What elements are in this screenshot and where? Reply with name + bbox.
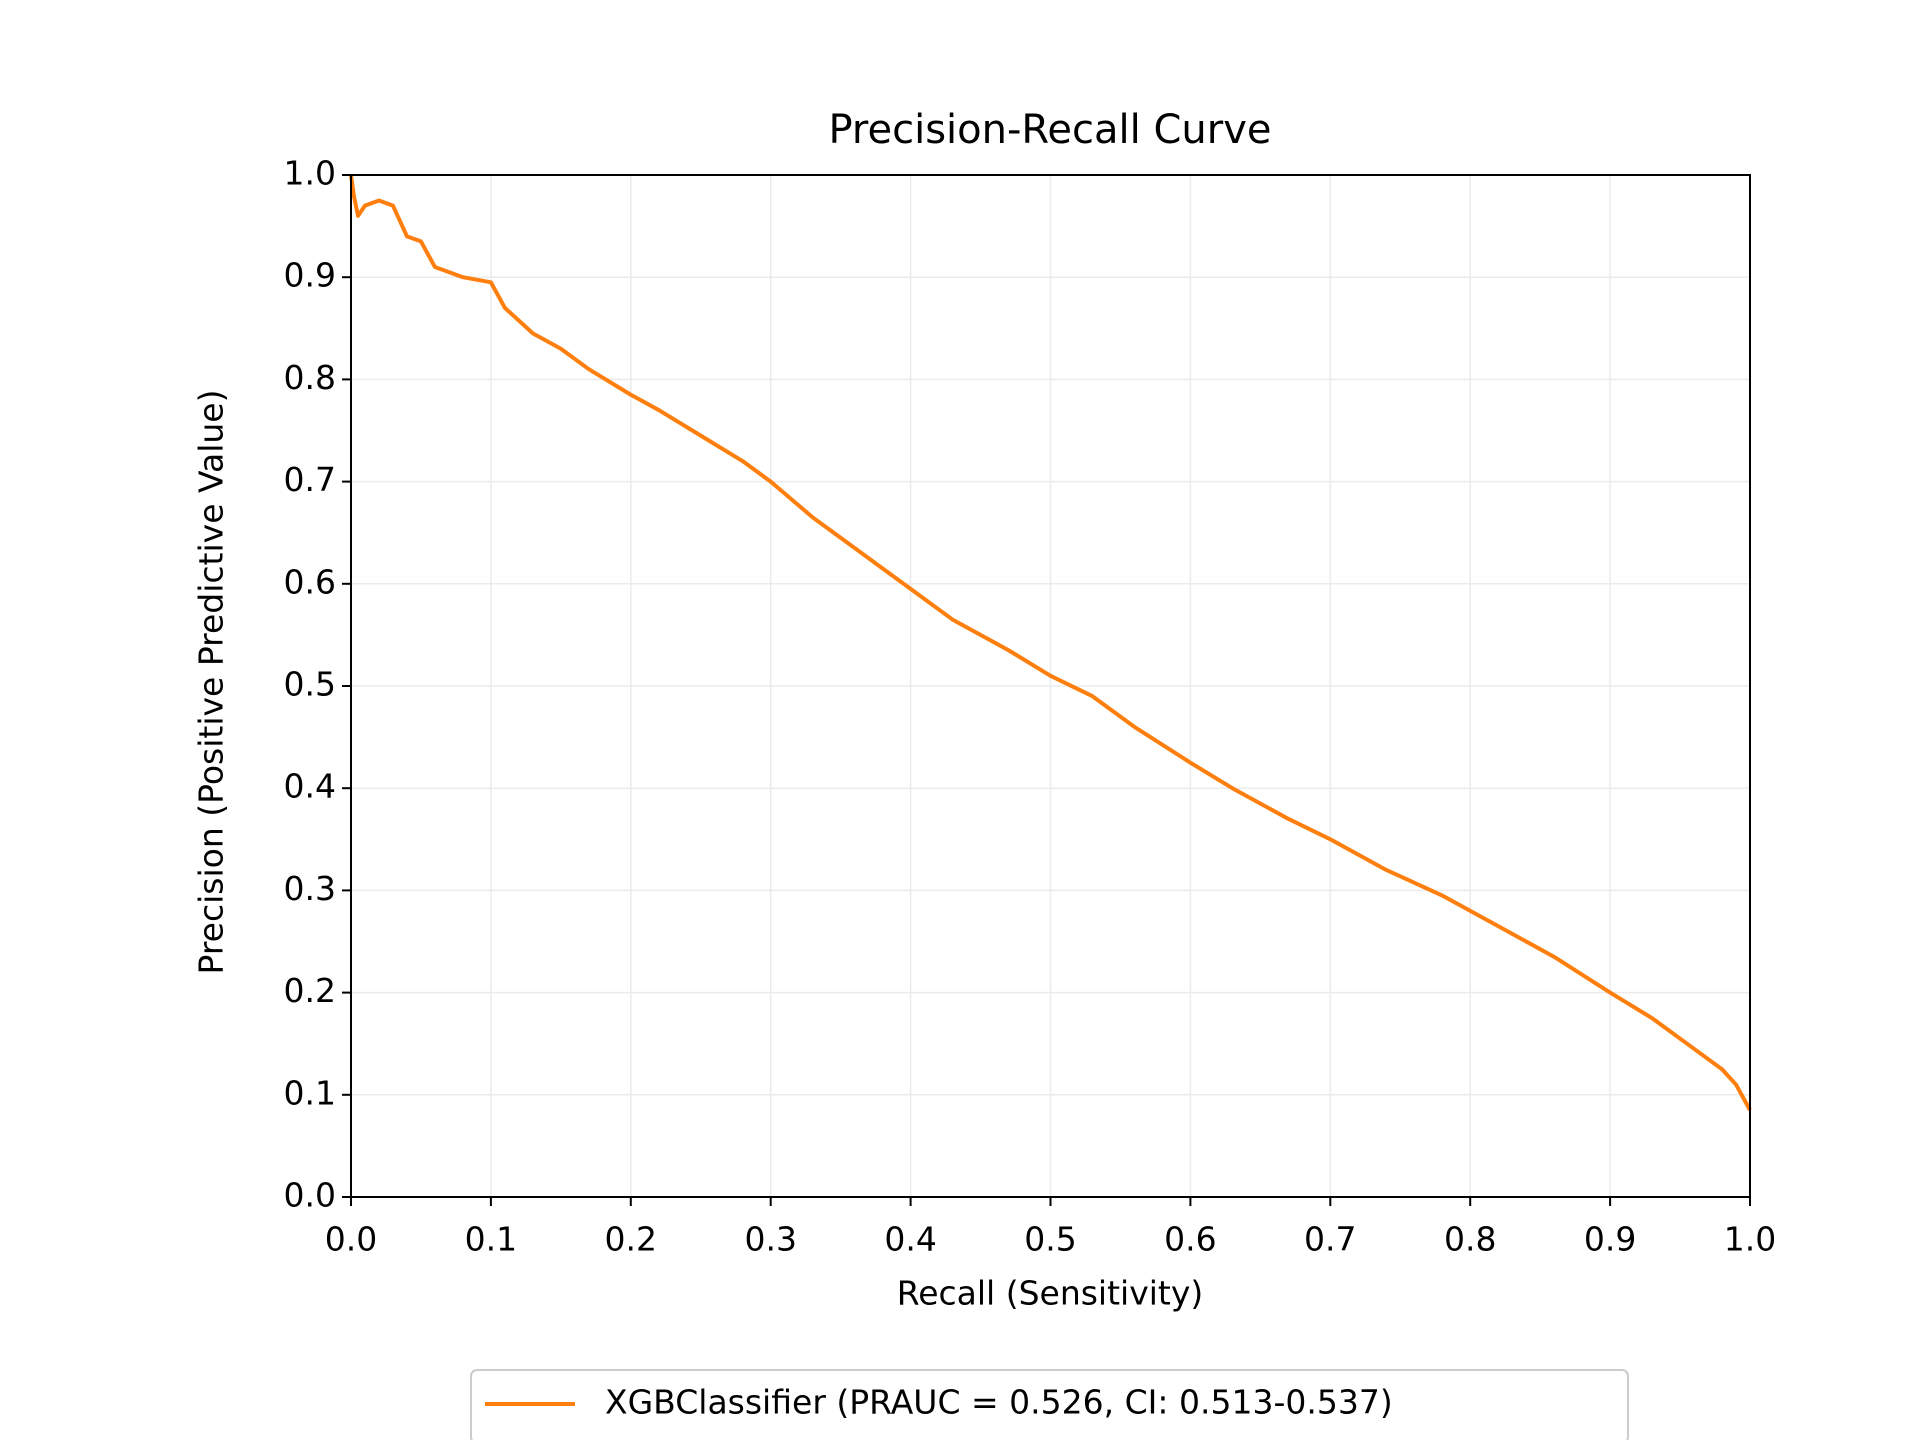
x-tick-label: 0.7 — [1304, 1220, 1356, 1259]
x-tick-label: 0.9 — [1584, 1220, 1636, 1259]
x-tick-label: 0.0 — [325, 1220, 377, 1259]
y-tick-label: 0.3 — [284, 869, 336, 908]
chart-title: Precision-Recall Curve — [829, 107, 1272, 153]
y-tick-label: 0.9 — [284, 256, 336, 295]
y-tick-label: 0.0 — [284, 1176, 336, 1215]
y-tick-label: 0.8 — [284, 358, 336, 397]
legend-box — [470, 1369, 1629, 1440]
x-tick-label: 1.0 — [1724, 1220, 1776, 1259]
legend: XGBClassifier (PRAUC = 0.526, CI: 0.513-… — [485, 1383, 1393, 1422]
y-tick-label: 0.6 — [284, 562, 336, 601]
y-tick-label: 0.1 — [284, 1073, 336, 1112]
x-tick-label: 0.8 — [1444, 1220, 1496, 1259]
line-series — [349, 174, 1752, 1112]
y-axis-label: Precision (Positive Predictive Value) — [192, 390, 231, 975]
y-tick-label: 0.7 — [284, 460, 336, 499]
x-tick-label: 0.5 — [1024, 1220, 1076, 1259]
x-tick-label: 0.3 — [744, 1220, 796, 1259]
plot-area — [349, 174, 1752, 1112]
y-tick-label: 0.5 — [284, 665, 336, 704]
y-tick-label: 1.0 — [284, 154, 336, 193]
x-tick-label: 0.6 — [1164, 1220, 1216, 1259]
y-tick-label: 0.4 — [284, 767, 336, 806]
y-tick-label: 0.2 — [284, 971, 336, 1010]
x-tick-label: 0.4 — [884, 1220, 936, 1259]
x-tick-label: 0.2 — [605, 1220, 657, 1259]
x-tick-label: 0.1 — [465, 1220, 517, 1259]
legend-label: XGBClassifier (PRAUC = 0.526, CI: 0.513-… — [605, 1383, 1393, 1422]
x-axis-label: Recall (Sensitivity) — [897, 1274, 1204, 1313]
